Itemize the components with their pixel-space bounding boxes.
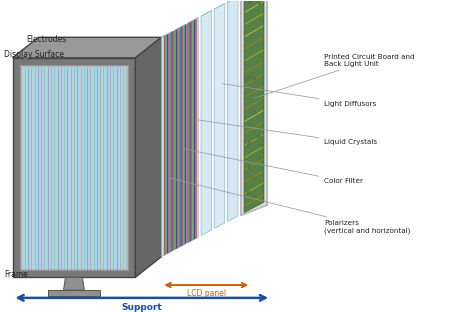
Polygon shape [179, 27, 180, 247]
Text: Electrodes: Electrodes [27, 35, 146, 47]
Polygon shape [168, 33, 170, 253]
Polygon shape [186, 23, 188, 243]
Polygon shape [188, 18, 198, 243]
Polygon shape [64, 277, 84, 290]
Polygon shape [173, 30, 174, 251]
Text: Liquid Crystals: Liquid Crystals [196, 119, 378, 145]
Text: Color Filter: Color Filter [182, 149, 364, 184]
Text: Light Diffusors: Light Diffusors [222, 84, 377, 107]
Polygon shape [164, 35, 165, 256]
Polygon shape [48, 290, 100, 296]
Polygon shape [188, 22, 189, 243]
Polygon shape [174, 30, 176, 250]
Polygon shape [191, 21, 192, 241]
Polygon shape [19, 65, 128, 271]
Polygon shape [165, 34, 167, 255]
Polygon shape [12, 58, 136, 277]
Polygon shape [182, 26, 183, 246]
Polygon shape [177, 28, 179, 248]
Text: Printed Circuit Board and
Back Light Unit: Printed Circuit Board and Back Light Uni… [254, 54, 415, 98]
Text: LCD panel: LCD panel [187, 289, 226, 298]
Polygon shape [194, 19, 195, 240]
Text: Display Surface: Display Surface [4, 50, 64, 59]
Polygon shape [161, 32, 172, 257]
Polygon shape [195, 18, 197, 239]
Polygon shape [21, 66, 127, 269]
Text: Support: Support [121, 304, 162, 312]
Polygon shape [244, 0, 264, 213]
Polygon shape [185, 24, 186, 244]
Polygon shape [170, 32, 171, 252]
Polygon shape [171, 31, 173, 251]
Polygon shape [180, 27, 182, 247]
Polygon shape [201, 11, 211, 236]
Text: Polarizers
(vertical and horizontal): Polarizers (vertical and horizontal) [169, 178, 411, 234]
Polygon shape [189, 22, 191, 242]
Polygon shape [136, 37, 161, 277]
Polygon shape [241, 0, 267, 216]
Polygon shape [174, 25, 185, 250]
Polygon shape [176, 29, 177, 249]
Polygon shape [167, 34, 168, 254]
Polygon shape [192, 20, 194, 240]
Polygon shape [183, 25, 185, 245]
Polygon shape [21, 66, 127, 269]
Polygon shape [214, 3, 225, 229]
Polygon shape [228, 0, 238, 222]
Text: Frame: Frame [4, 270, 28, 279]
Polygon shape [12, 37, 161, 58]
